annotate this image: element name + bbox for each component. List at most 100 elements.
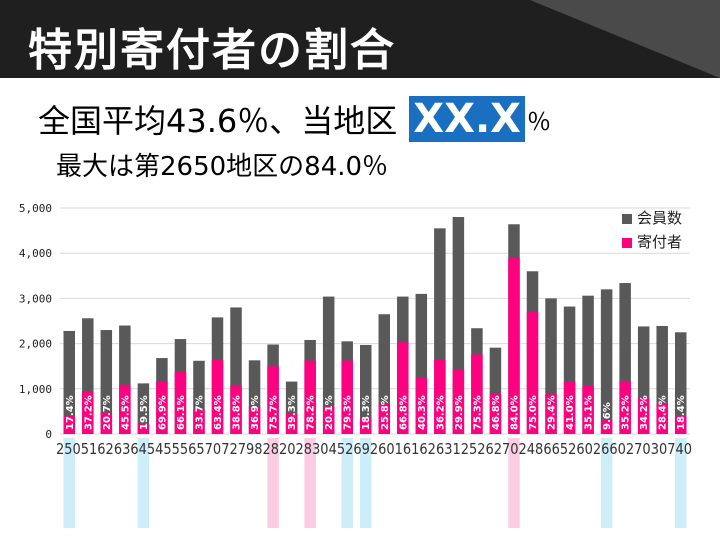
- members-bar: [674, 332, 687, 434]
- donors-bar: [304, 360, 316, 434]
- members-bar: [119, 325, 131, 434]
- pct-label: 33.7%: [194, 395, 205, 430]
- donors-bar: [100, 412, 113, 434]
- placeholder-value: XX.X: [409, 96, 525, 142]
- donors-bar: [600, 420, 613, 434]
- donors-bar: [63, 416, 76, 434]
- pct-label: 34.2%: [639, 395, 650, 430]
- pct-label: 66.1%: [176, 395, 187, 430]
- members-bar: [248, 360, 261, 434]
- donors-bar: [508, 257, 520, 434]
- y-tick-label: 0: [45, 428, 52, 441]
- pct-label: 20.7%: [102, 395, 113, 430]
- subtitle-row: 全国平均43.6％、当地区 XX.X ％: [38, 96, 551, 142]
- members-bar: [359, 344, 372, 434]
- pct-label: 25.8%: [380, 395, 391, 430]
- legend-item-donors: 寄付者: [622, 230, 682, 254]
- members-bar: [582, 295, 594, 434]
- donors-bar: [415, 377, 428, 434]
- members-bar: [137, 383, 150, 434]
- pct-label: 75.0%: [528, 395, 539, 430]
- donors-bar: [471, 354, 483, 434]
- members-bar: [619, 283, 631, 434]
- donors-bar: [211, 360, 224, 434]
- donors-bar: [526, 311, 539, 434]
- donors-bar: [230, 384, 242, 434]
- highlight-column: [341, 438, 353, 528]
- pct-label: 36.9%: [250, 395, 261, 430]
- donors-bar: [322, 406, 335, 434]
- pct-label: 29.9%: [454, 395, 465, 430]
- legend: 会員数 寄付者: [622, 206, 682, 254]
- members-bar: [285, 381, 298, 434]
- pct-label: 17.4%: [65, 395, 76, 430]
- subtitle-line1: 全国平均43.6％、当地区: [38, 102, 398, 140]
- highlight-column: [63, 438, 76, 528]
- members-bar: [545, 298, 557, 434]
- pct-label: 78.2%: [306, 395, 317, 430]
- donors-bar: [637, 397, 650, 434]
- highlight-column: [137, 438, 150, 528]
- members-bar: [415, 293, 428, 434]
- pct-label: 9.6%: [602, 402, 613, 430]
- donors-bar: [434, 359, 446, 434]
- members-bar: [193, 360, 205, 434]
- donors-bar: [137, 424, 150, 434]
- donors-bar: [452, 369, 465, 434]
- pct-label: 38.8%: [232, 395, 243, 430]
- pct-label: 19.5%: [139, 395, 150, 430]
- pct-label: 75.7%: [269, 395, 280, 430]
- title-corner-decoration: [530, 0, 720, 78]
- subtitle-line2: 最大は第2650地区の84.0％: [56, 152, 389, 182]
- highlight-column: [359, 438, 372, 528]
- pct-label: 28.4%: [658, 395, 669, 430]
- pct-label: 29.4%: [547, 395, 558, 430]
- donors-bar: [674, 415, 687, 434]
- highlight-column: [267, 438, 279, 528]
- highlight-column: [304, 438, 316, 528]
- pct-label: 69.9%: [157, 395, 168, 430]
- members-bar: [230, 307, 242, 434]
- highlight-column: [600, 438, 613, 528]
- pct-label: 35.1%: [584, 395, 595, 430]
- legend-item-members: 会員数: [622, 206, 682, 230]
- pct-label: 66.8%: [398, 395, 409, 430]
- pct-label: 45.5%: [120, 395, 131, 430]
- donors-bar: [119, 384, 131, 434]
- y-tick-label: 3,000: [19, 292, 52, 305]
- donors-bar: [582, 385, 594, 434]
- pct-label: 18.4%: [676, 395, 687, 430]
- pct-label: 84.0%: [509, 395, 520, 430]
- y-tick-label: 1,000: [19, 383, 52, 396]
- donors-bar: [378, 403, 391, 434]
- pct-label: 35.2%: [621, 395, 632, 430]
- pct-label: 46.8%: [491, 395, 502, 430]
- members-bar: [563, 306, 576, 434]
- pct-label: 40.3%: [417, 395, 428, 430]
- members-bar: [63, 330, 76, 434]
- pct-label: 41.0%: [565, 395, 576, 430]
- donors-bar: [359, 417, 372, 434]
- y-tick-label: 2,000: [19, 338, 52, 351]
- legend-swatch-members: [622, 213, 632, 224]
- donors-bar: [619, 380, 631, 434]
- pct-label: 75.3%: [472, 395, 483, 430]
- donors-bar: [397, 342, 409, 434]
- y-tick-label: 5,000: [19, 202, 52, 215]
- donors-bar: [267, 366, 279, 434]
- pct-label: 18.3%: [361, 395, 372, 430]
- members-bar: [322, 296, 335, 434]
- members-bar: [434, 228, 446, 434]
- donors-bar: [341, 360, 353, 434]
- legend-label-members: 会員数: [637, 209, 683, 227]
- members-bar: [656, 325, 668, 434]
- pct-label: 37.2%: [83, 395, 94, 430]
- pct-label: 79.3%: [343, 395, 354, 430]
- donors-bar: [174, 371, 187, 434]
- donors-bar: [489, 393, 502, 434]
- members-bar: [452, 217, 465, 434]
- pct-label: 20.1%: [324, 395, 335, 430]
- donors-bar: [656, 403, 668, 434]
- members-bar: [600, 289, 613, 434]
- members-bar: [378, 314, 391, 434]
